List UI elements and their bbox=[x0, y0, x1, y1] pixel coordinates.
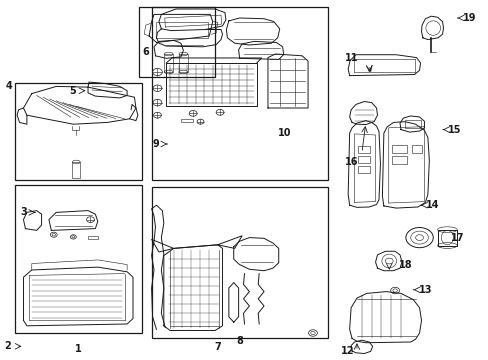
Text: 17: 17 bbox=[449, 233, 463, 243]
Text: 14: 14 bbox=[425, 200, 439, 210]
Text: 15: 15 bbox=[447, 125, 461, 135]
Text: 1: 1 bbox=[75, 344, 81, 354]
Text: 18: 18 bbox=[398, 260, 412, 270]
Bar bbox=[357, 146, 369, 153]
Text: 16: 16 bbox=[345, 157, 358, 167]
Bar bbox=[404, 120, 420, 128]
Bar bbox=[166, 63, 256, 106]
Text: 9: 9 bbox=[152, 139, 159, 149]
Bar bbox=[357, 156, 369, 163]
Bar bbox=[15, 185, 142, 333]
Text: 4: 4 bbox=[5, 81, 12, 91]
Text: 8: 8 bbox=[236, 336, 243, 346]
Bar bbox=[357, 166, 369, 173]
Bar bbox=[88, 236, 98, 239]
Bar bbox=[15, 83, 142, 180]
Bar bbox=[181, 119, 193, 122]
Bar bbox=[179, 54, 187, 72]
Text: 2: 2 bbox=[4, 341, 11, 351]
Text: 12: 12 bbox=[341, 346, 354, 356]
Text: 6: 6 bbox=[142, 47, 149, 57]
Bar bbox=[164, 54, 173, 72]
Bar bbox=[72, 162, 80, 178]
Bar bbox=[151, 187, 327, 338]
Text: 11: 11 bbox=[345, 53, 358, 63]
Bar bbox=[391, 145, 406, 153]
Text: 3: 3 bbox=[20, 207, 27, 217]
Bar bbox=[139, 7, 215, 77]
Text: 19: 19 bbox=[462, 13, 475, 23]
Text: 5: 5 bbox=[69, 86, 76, 96]
Bar bbox=[411, 145, 421, 153]
Text: 13: 13 bbox=[418, 285, 431, 295]
Bar bbox=[151, 7, 327, 180]
Bar bbox=[391, 156, 406, 164]
Text: 10: 10 bbox=[277, 128, 291, 138]
Text: 7: 7 bbox=[214, 342, 221, 352]
